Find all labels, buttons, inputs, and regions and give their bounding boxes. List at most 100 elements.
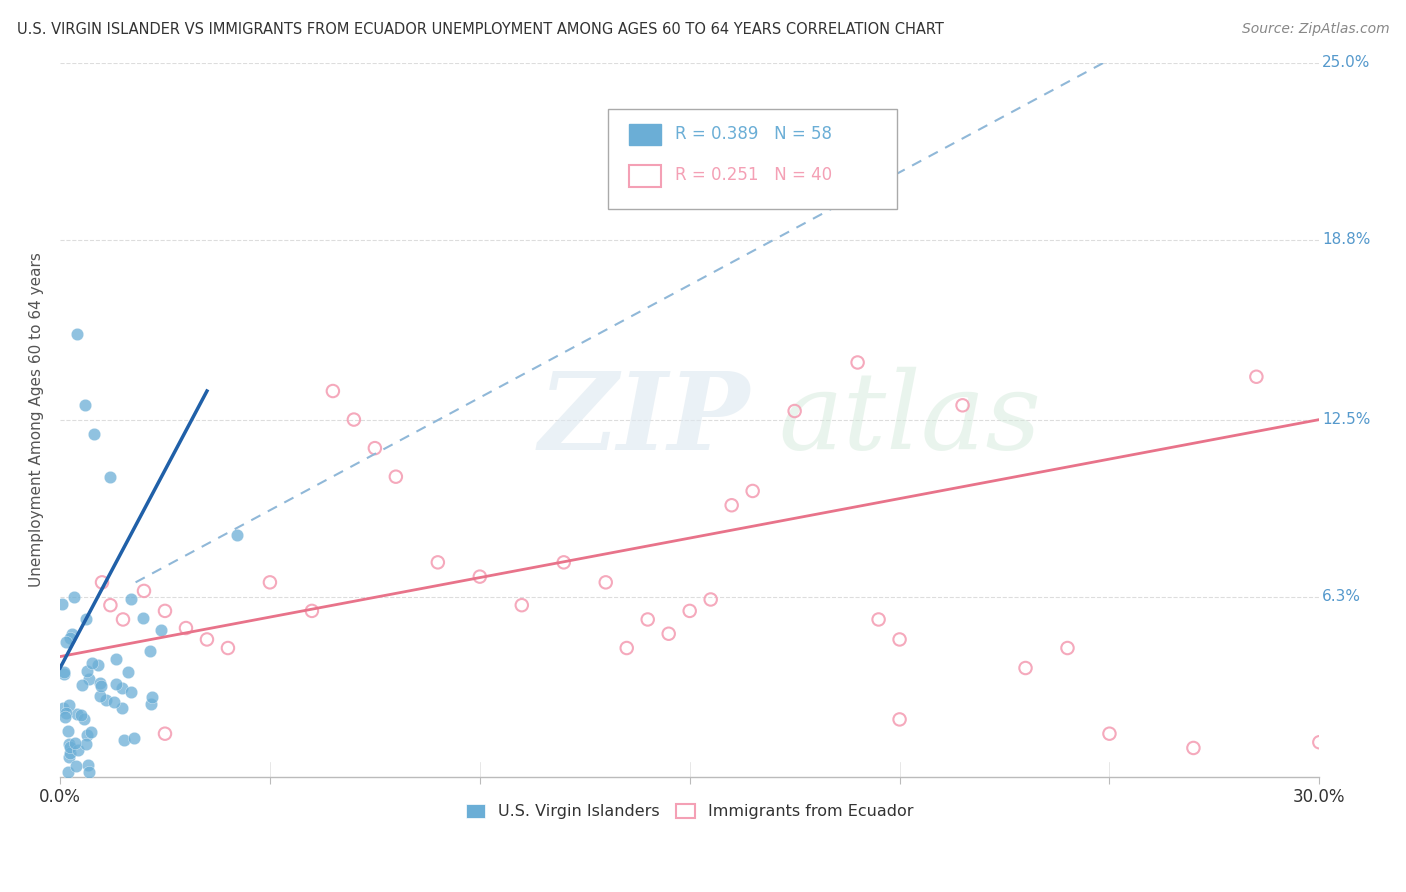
FancyBboxPatch shape bbox=[630, 165, 661, 186]
Point bbox=[66, 326, 89, 341]
Point bbox=[385, 469, 408, 483]
Point bbox=[343, 412, 366, 426]
Point bbox=[825, 141, 848, 155]
Point bbox=[132, 611, 155, 625]
Point bbox=[111, 612, 134, 626]
Point bbox=[105, 652, 128, 666]
Point bbox=[120, 685, 142, 699]
Point bbox=[76, 664, 98, 678]
FancyBboxPatch shape bbox=[630, 124, 661, 145]
Point bbox=[1246, 369, 1268, 384]
Point bbox=[117, 665, 139, 680]
Point bbox=[553, 555, 575, 569]
Point bbox=[1056, 640, 1078, 655]
Point bbox=[58, 737, 80, 751]
Point bbox=[720, 498, 742, 512]
Point bbox=[89, 690, 111, 704]
Point bbox=[139, 644, 162, 658]
Point bbox=[104, 677, 127, 691]
Point bbox=[111, 681, 134, 696]
Text: 12.5%: 12.5% bbox=[1322, 412, 1371, 427]
Point bbox=[364, 441, 387, 455]
Point bbox=[952, 398, 974, 412]
Point bbox=[1182, 741, 1205, 756]
Point bbox=[637, 612, 659, 626]
Point bbox=[75, 398, 97, 412]
Text: R = 0.389   N = 58: R = 0.389 N = 58 bbox=[675, 125, 831, 143]
Text: 18.8%: 18.8% bbox=[1322, 232, 1371, 247]
Point bbox=[1098, 727, 1121, 741]
Point bbox=[53, 665, 76, 680]
Point bbox=[225, 528, 247, 542]
Point bbox=[510, 598, 533, 612]
Point bbox=[67, 743, 90, 757]
Point bbox=[58, 749, 80, 764]
Point bbox=[426, 555, 449, 569]
Point bbox=[89, 676, 111, 690]
Point bbox=[77, 672, 100, 686]
Point bbox=[783, 404, 806, 418]
Point bbox=[889, 713, 911, 727]
Point bbox=[77, 765, 100, 780]
Point bbox=[70, 707, 93, 722]
Point bbox=[66, 707, 89, 722]
Point bbox=[103, 695, 125, 709]
Point bbox=[153, 727, 176, 741]
Point bbox=[90, 679, 112, 693]
Point bbox=[1308, 735, 1330, 749]
Point bbox=[100, 598, 122, 612]
Text: R = 0.251   N = 40: R = 0.251 N = 40 bbox=[675, 167, 832, 185]
Point bbox=[322, 384, 344, 398]
Point bbox=[679, 604, 702, 618]
Point bbox=[63, 590, 86, 604]
Point bbox=[141, 690, 163, 704]
Point bbox=[658, 626, 681, 640]
Point bbox=[51, 597, 73, 611]
Point bbox=[56, 724, 79, 739]
Point bbox=[468, 569, 491, 583]
Point bbox=[55, 635, 77, 649]
Point bbox=[75, 612, 97, 626]
Point bbox=[91, 575, 114, 590]
Point bbox=[595, 575, 617, 590]
Point bbox=[217, 640, 239, 655]
Point bbox=[70, 678, 93, 692]
Point bbox=[111, 701, 134, 715]
FancyBboxPatch shape bbox=[607, 109, 897, 209]
Text: Source: ZipAtlas.com: Source: ZipAtlas.com bbox=[1241, 22, 1389, 37]
Point bbox=[174, 621, 197, 635]
Point bbox=[741, 483, 763, 498]
Text: 6.3%: 6.3% bbox=[1322, 589, 1361, 604]
Point bbox=[53, 666, 76, 681]
Point bbox=[195, 632, 218, 647]
Legend: U.S. Virgin Islanders, Immigrants from Ecuador: U.S. Virgin Islanders, Immigrants from E… bbox=[460, 797, 920, 826]
Point bbox=[59, 631, 82, 645]
Text: atlas: atlas bbox=[778, 367, 1040, 472]
Point bbox=[55, 706, 77, 720]
Point bbox=[86, 658, 108, 673]
Point bbox=[77, 758, 100, 772]
Point bbox=[100, 469, 122, 483]
Point bbox=[59, 746, 82, 760]
Point bbox=[75, 737, 97, 751]
Point bbox=[301, 604, 323, 618]
Point bbox=[120, 592, 142, 607]
Point bbox=[76, 728, 98, 742]
Point bbox=[153, 604, 176, 618]
Point bbox=[80, 657, 103, 671]
Point bbox=[96, 693, 118, 707]
Point bbox=[259, 575, 281, 590]
Point bbox=[846, 355, 869, 369]
Point bbox=[616, 640, 638, 655]
Point bbox=[132, 583, 155, 598]
Point bbox=[58, 764, 80, 779]
Point bbox=[58, 698, 80, 712]
Point bbox=[1014, 661, 1036, 675]
Point bbox=[65, 759, 87, 773]
Point bbox=[63, 736, 86, 750]
Point bbox=[868, 612, 890, 626]
Point bbox=[60, 626, 83, 640]
Point bbox=[150, 623, 173, 637]
Point bbox=[112, 733, 135, 747]
Point bbox=[53, 710, 76, 724]
